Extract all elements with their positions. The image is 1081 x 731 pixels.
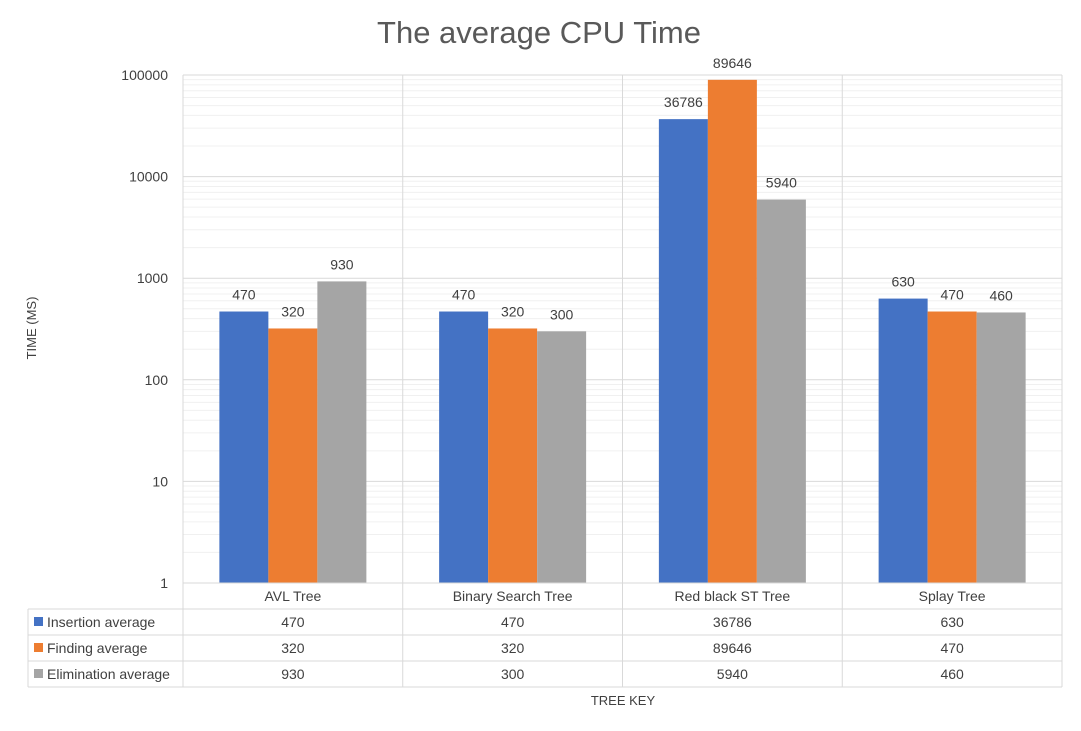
table-cell: 470 bbox=[940, 640, 964, 656]
bar bbox=[537, 331, 587, 583]
bar bbox=[658, 119, 708, 583]
bar bbox=[756, 199, 806, 583]
y-tick-labels: 1 10 100 1000 10000 100000 bbox=[121, 67, 168, 591]
bar bbox=[707, 79, 757, 583]
table-cell: 320 bbox=[501, 640, 525, 656]
table-cell: 470 bbox=[281, 614, 305, 630]
legend-key bbox=[34, 669, 43, 678]
bar bbox=[317, 281, 367, 583]
bar bbox=[488, 328, 538, 583]
bar bbox=[439, 311, 489, 583]
data-label: 5940 bbox=[766, 175, 797, 191]
data-label: 320 bbox=[501, 303, 525, 319]
category-label: AVL Tree bbox=[264, 588, 321, 604]
data-label: 320 bbox=[281, 303, 305, 319]
legend-label: Elimination average bbox=[47, 666, 170, 682]
category-label: Splay Tree bbox=[919, 588, 986, 604]
data-label: 470 bbox=[232, 287, 256, 303]
table-cell: 930 bbox=[281, 666, 305, 682]
data-label: 470 bbox=[940, 287, 964, 303]
table-cell: 36786 bbox=[713, 614, 752, 630]
x-axis-title: TREE KEY bbox=[591, 693, 656, 708]
category-label: Binary Search Tree bbox=[453, 588, 573, 604]
category-label: Red black ST Tree bbox=[675, 588, 791, 604]
data-label: 36786 bbox=[664, 94, 703, 110]
data-label: 460 bbox=[989, 287, 1013, 303]
bar bbox=[219, 311, 269, 583]
table-cell: 5940 bbox=[717, 666, 748, 682]
y-tick-label: 100 bbox=[145, 372, 169, 388]
table-cell: 89646 bbox=[713, 640, 752, 656]
table-cell: 470 bbox=[501, 614, 525, 630]
bar bbox=[976, 312, 1026, 583]
y-tick-label: 1 bbox=[160, 575, 168, 591]
data-label: 630 bbox=[891, 274, 915, 290]
legend-key bbox=[34, 617, 43, 626]
y-axis-title: TIME (MS) bbox=[24, 297, 39, 360]
table-cell: 300 bbox=[501, 666, 525, 682]
data-label: 470 bbox=[452, 287, 476, 303]
bar bbox=[268, 328, 318, 583]
bar bbox=[878, 298, 928, 583]
data-label: 89646 bbox=[713, 55, 752, 71]
y-tick-label: 10000 bbox=[129, 169, 168, 185]
legend-label: Finding average bbox=[47, 640, 148, 656]
table-cell: 460 bbox=[940, 666, 964, 682]
data-label: 930 bbox=[330, 256, 354, 272]
legend-key bbox=[34, 643, 43, 652]
y-tick-label: 1000 bbox=[137, 270, 168, 286]
table-cell: 320 bbox=[281, 640, 305, 656]
table-cell: 630 bbox=[940, 614, 964, 630]
y-tick-label: 10 bbox=[152, 473, 168, 489]
chart-title: The average CPU Time bbox=[377, 15, 701, 50]
data-labels: 470 320 930 470 320 300 36786 89646 5940 630 470 46… bbox=[232, 55, 1013, 323]
y-tick-label: 100000 bbox=[121, 67, 168, 83]
bars bbox=[219, 79, 1026, 583]
legend-label: Insertion average bbox=[47, 614, 155, 630]
data-table: AVL Tree Binary Search Tree Red black ST T… bbox=[27, 582, 1062, 688]
bar bbox=[927, 311, 977, 583]
data-label: 300 bbox=[550, 306, 574, 322]
